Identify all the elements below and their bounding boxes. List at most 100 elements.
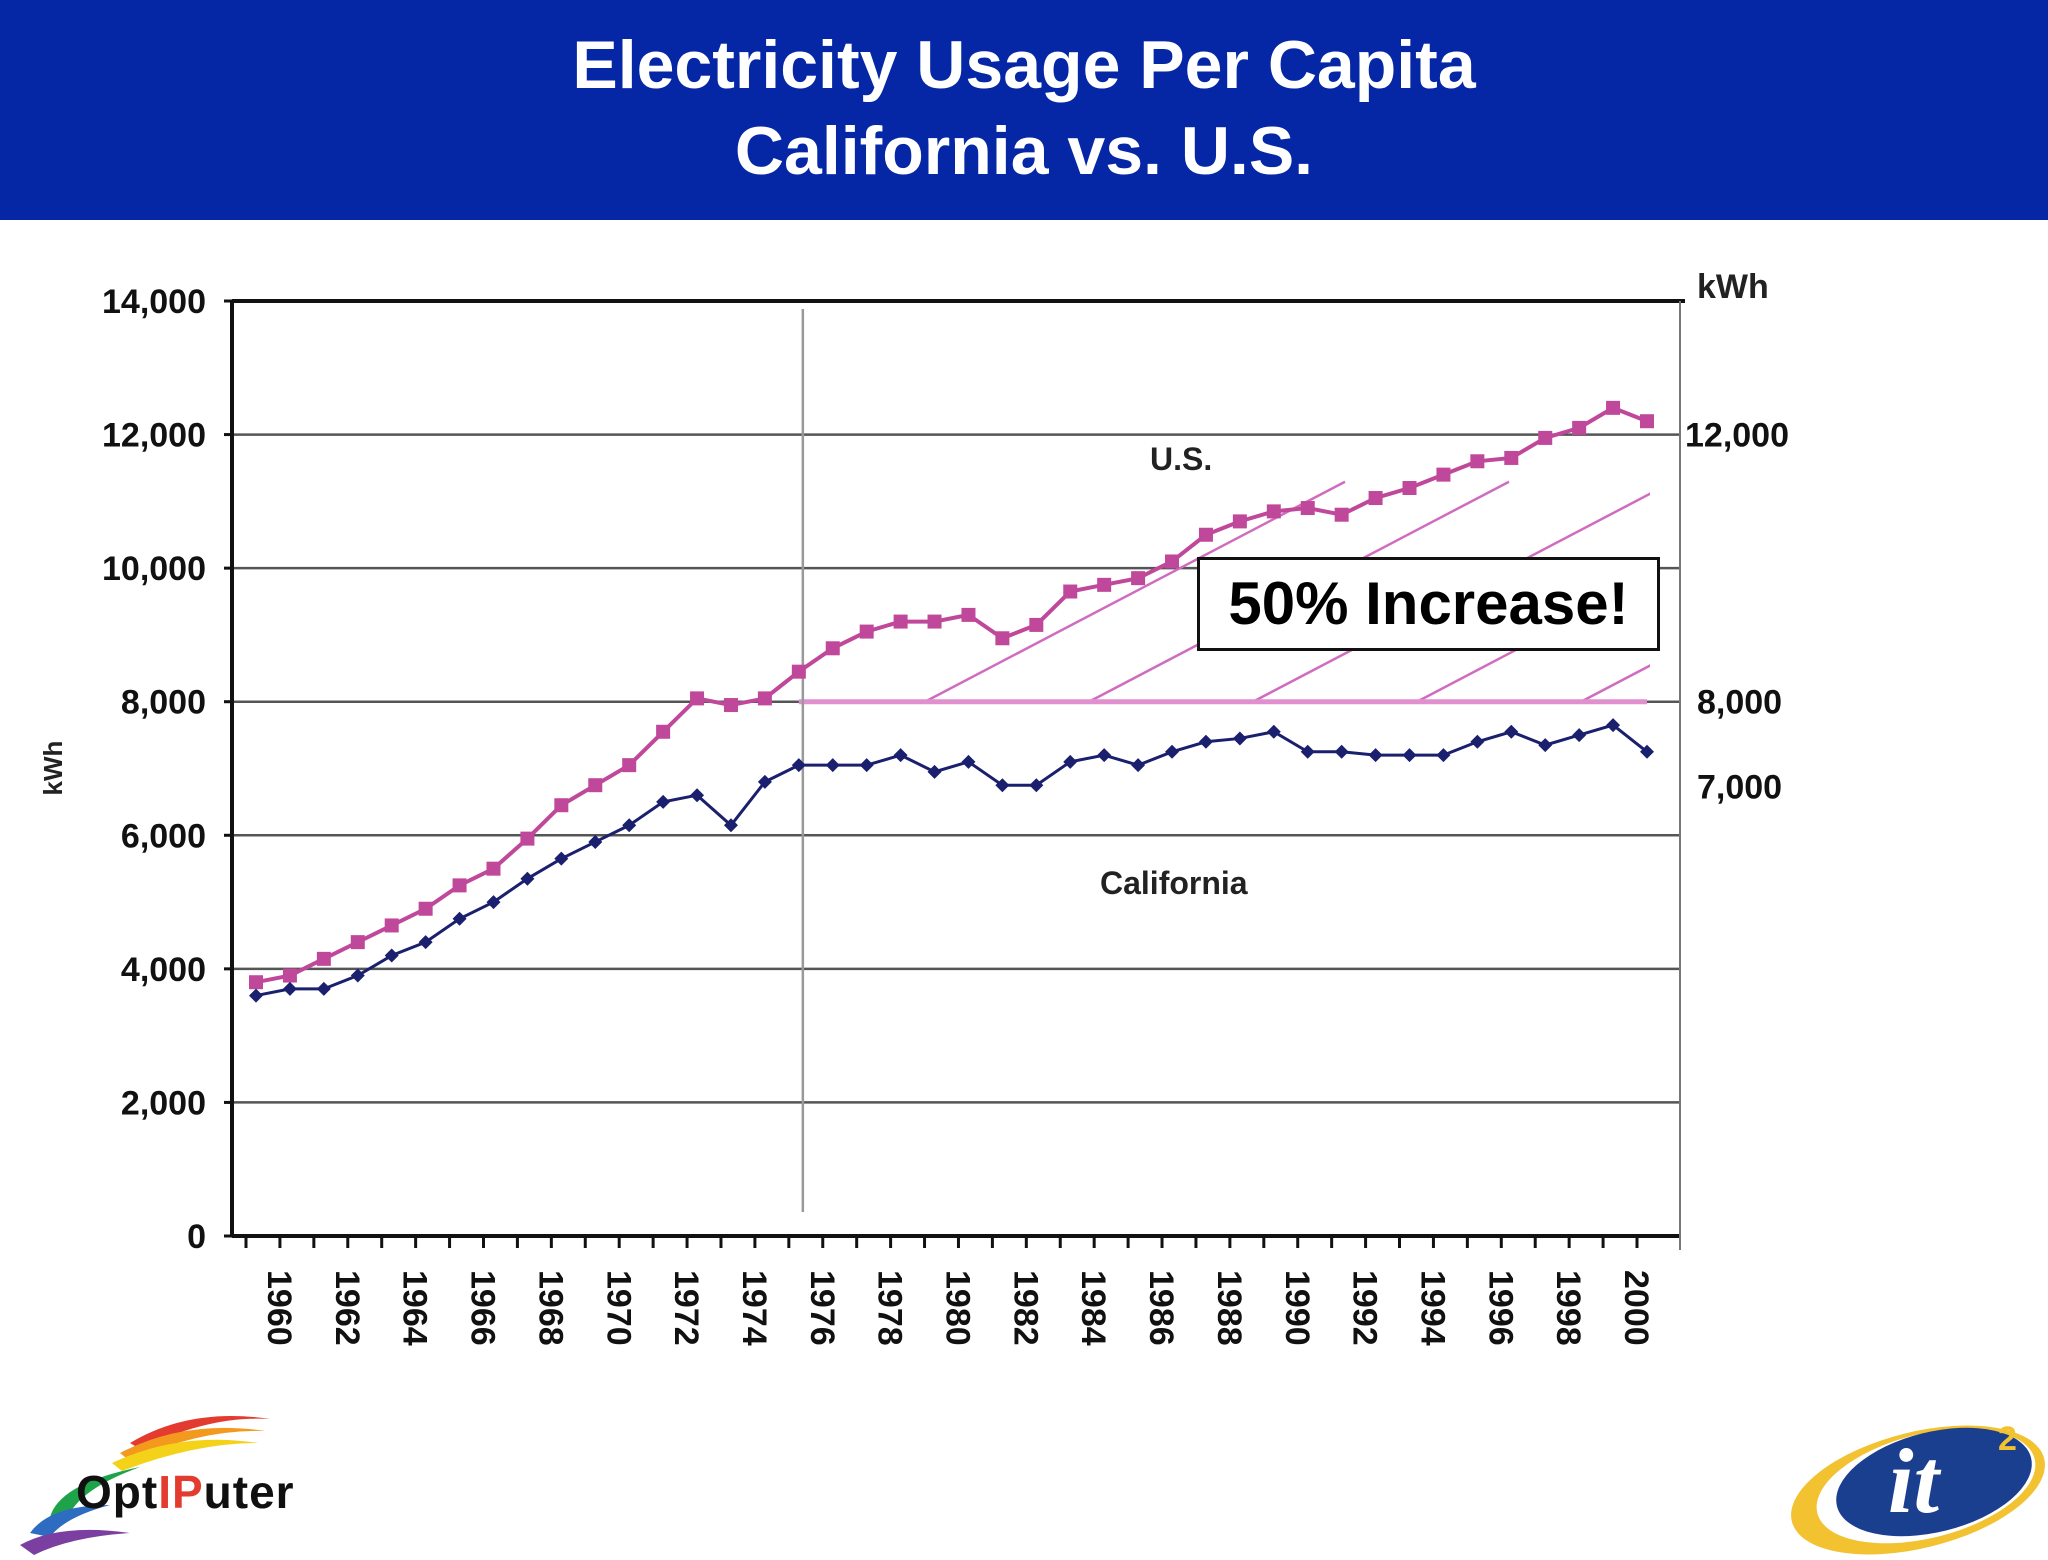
- x-tick-label-1974: 1974: [735, 1270, 773, 1346]
- california-point-1987: [1165, 744, 1180, 759]
- u-s-point-1962: [316, 951, 331, 966]
- plot-area: [232, 301, 1680, 1236]
- u-s-point-2001: [1640, 414, 1654, 429]
- x-tick-label-1962: 1962: [328, 1270, 366, 1346]
- y-tick-label-12,000: 12,000: [102, 417, 206, 455]
- california-point-1983: [1029, 778, 1044, 793]
- u-s-point-1988: [1198, 527, 1213, 542]
- california-point-1977: [825, 758, 840, 773]
- hatch-line-1: [924, 480, 1346, 703]
- hatch-line-6: [1745, 482, 2048, 702]
- california-point-1984: [1063, 754, 1078, 769]
- california-point-1994: [1402, 748, 1417, 763]
- u-s-point-1969: [554, 798, 569, 813]
- optiputer-logo: OptIPuter: [20, 1405, 320, 1555]
- x-tick-label-1982: 1982: [1006, 1270, 1044, 1346]
- california-point-1963: [350, 968, 365, 983]
- california-point-1962: [316, 981, 331, 996]
- california-point-1973: [690, 788, 705, 803]
- axes: [224, 299, 1685, 1250]
- u-s-point-1983: [1029, 617, 1044, 632]
- california-point-1997: [1504, 724, 1519, 739]
- x-tick-label-1990: 1990: [1278, 1270, 1316, 1346]
- u-s-point-1975: [757, 691, 772, 706]
- california-series-label: California: [1100, 865, 1248, 901]
- series: [249, 400, 1654, 1003]
- y-axis-label: kWh: [38, 741, 68, 796]
- u-s-point-1974: [723, 698, 738, 713]
- y-tick-label-6,000: 6,000: [121, 817, 206, 855]
- california-point-1966: [452, 911, 467, 926]
- california-point-1976: [791, 758, 806, 773]
- california-point-1970: [588, 834, 603, 849]
- u-s-point-1967: [486, 861, 501, 876]
- optiputer-text-b: IP: [158, 1466, 204, 1518]
- u-s-point-1972: [656, 724, 671, 739]
- title-line-2: California vs. U.S.: [734, 113, 1314, 189]
- it2-logo: it 2: [1748, 1400, 2048, 1555]
- california-point-1995: [1436, 748, 1451, 763]
- x-tick-label-1972: 1972: [667, 1270, 705, 1346]
- y-tick-labels: 0 2,000 4,000 6,000 8,000 10,000 12,000 14,000: [102, 283, 206, 1256]
- it2-superscript: 2: [1998, 1420, 2017, 1458]
- u-s-point-1994: [1402, 481, 1417, 495]
- u-s-point-1997: [1504, 450, 1519, 465]
- u-s-point-1964: [384, 918, 399, 933]
- california-point-1991: [1300, 744, 1315, 759]
- optiputer-wordmark: OptIPuter: [76, 1465, 295, 1519]
- u-s-point-1984: [1063, 584, 1078, 599]
- california-point-1968: [520, 871, 535, 886]
- california-point-1990: [1266, 724, 1281, 739]
- us-series-label: U.S.: [1150, 441, 1212, 477]
- california-point-1985: [1097, 748, 1112, 763]
- u-s-point-1968: [520, 831, 535, 846]
- y-tick-label-10,000: 10,000: [102, 550, 206, 588]
- california-point-1979: [893, 748, 908, 763]
- u-s-point-1978: [859, 624, 874, 639]
- u-s-point-1973: [690, 691, 705, 706]
- california-point-2000: [1606, 718, 1621, 733]
- u-s-point-2000: [1606, 400, 1621, 415]
- u-s-point-1991: [1300, 501, 1315, 516]
- california-point-1978: [859, 758, 874, 773]
- title-line-1: Electricity Usage Per Capita: [572, 27, 1476, 103]
- california-point-1960: [249, 988, 263, 1003]
- u-s-point-1993: [1368, 491, 1383, 506]
- u-s-point-1981: [961, 607, 976, 622]
- california-point-1971: [622, 818, 637, 833]
- california-point-1988: [1198, 734, 1213, 749]
- x-tick-label-1984: 1984: [1074, 1270, 1112, 1346]
- y-tick-label-14,000: 14,000: [102, 283, 206, 321]
- u-s-point-1970: [588, 778, 603, 793]
- california-point-1993: [1368, 748, 1383, 763]
- california-point-1975: [757, 774, 772, 789]
- u-s-point-1965: [418, 901, 433, 916]
- california-point-1981: [961, 754, 976, 769]
- x-tick-label-1980: 1980: [939, 1270, 977, 1346]
- u-s-point-1992: [1334, 507, 1349, 522]
- u-s-point-1990: [1266, 504, 1281, 519]
- right-axis-labels: 12,000 8,000 7,000: [1685, 417, 1789, 807]
- california-point-1998: [1538, 738, 1553, 753]
- x-tick-label-1970: 1970: [599, 1270, 637, 1346]
- u-s-point-1987: [1165, 554, 1180, 569]
- u-s-point-1961: [282, 968, 297, 983]
- it2-emblem-icon: it 2: [1791, 1420, 2045, 1555]
- california-point-1992: [1334, 744, 1349, 759]
- california-point-1969: [554, 851, 569, 866]
- optiputer-text-a: Opt: [76, 1466, 159, 1518]
- california-point-1964: [384, 948, 399, 963]
- title-banner: Electricity Usage Per Capita California …: [0, 0, 2048, 220]
- california-point-1996: [1470, 734, 1485, 749]
- u-s-point-1982: [995, 631, 1010, 646]
- y-tick-label-8,000: 8,000: [121, 684, 206, 722]
- right-label-8,000: 8,000: [1697, 684, 1782, 722]
- optiputer-swoosh-icon: [20, 1416, 270, 1555]
- u-s-point-1999: [1572, 420, 1587, 435]
- x-tick-label-2000: 2000: [1617, 1270, 1655, 1346]
- u-s-point-1985: [1097, 577, 1112, 592]
- u-s-point-1986: [1131, 571, 1146, 586]
- u-s-point-1989: [1232, 514, 1247, 529]
- u-s-point-1971: [622, 758, 637, 773]
- right-label-7,000: 7,000: [1697, 769, 1782, 807]
